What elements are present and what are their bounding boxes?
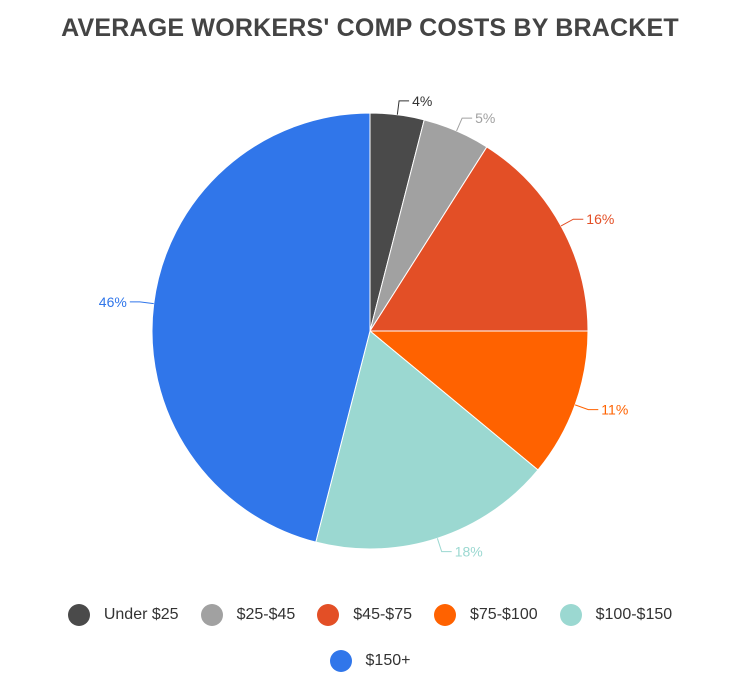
legend-swatch: [317, 604, 340, 626]
pie-slice-45-75[interactable]: [369, 146, 589, 332]
legend-swatch: [67, 604, 90, 626]
legend-swatch: [200, 604, 223, 626]
legend-swatch: [329, 650, 352, 672]
legend-label: $45-$75: [353, 606, 412, 623]
slice-value-label: 46%: [99, 294, 127, 310]
slice-value-label: 18%: [455, 544, 483, 560]
leader-line: [396, 100, 410, 115]
legend-item-100-150[interactable]: $100-$150: [559, 604, 673, 626]
pie-slice-100-150[interactable]: [315, 330, 539, 550]
slice-value-label: 16%: [586, 211, 614, 227]
pie-chart: 4% 5% 16% 11% 18% 46%: [99, 93, 628, 560]
slice-value-label: 4%: [412, 93, 432, 109]
legend-item-25-45[interactable]: $25-$45: [200, 604, 296, 626]
legend-swatch: [434, 604, 456, 626]
legend-row-2: $150+: [0, 650, 740, 672]
legend-label: $75-$100: [470, 606, 538, 623]
legend-item-150-plus[interactable]: $150+: [329, 650, 411, 672]
legend-item-45-75[interactable]: $45-$75: [317, 604, 412, 626]
leader-line: [456, 117, 473, 132]
leader-line: [574, 404, 599, 411]
leader-line: [129, 301, 154, 305]
legend-item-under-25[interactable]: Under $25: [67, 604, 179, 626]
legend: Under $25 $25-$45 $45-$75 $75-$100 $100-…: [0, 604, 740, 626]
chart-title: AVERAGE WORKERS' COMP COSTS BY BRACKET: [61, 14, 679, 42]
legend-item-75-100[interactable]: $75-$100: [434, 604, 538, 626]
leader-line: [560, 218, 584, 227]
pie-slice-150[interactable]: [151, 112, 371, 543]
slice-value-label: 5%: [475, 110, 495, 126]
pie-slice-75-100[interactable]: [368, 330, 589, 471]
legend-swatch: [559, 604, 582, 626]
legend-label: $150+: [365, 652, 411, 669]
legend-label: Under $25: [103, 606, 179, 623]
legend-label: $25-$45: [236, 606, 296, 623]
legend-label: $100-$150: [595, 606, 673, 623]
slice-value-label: 11%: [601, 402, 628, 418]
leader-line: [436, 538, 452, 553]
